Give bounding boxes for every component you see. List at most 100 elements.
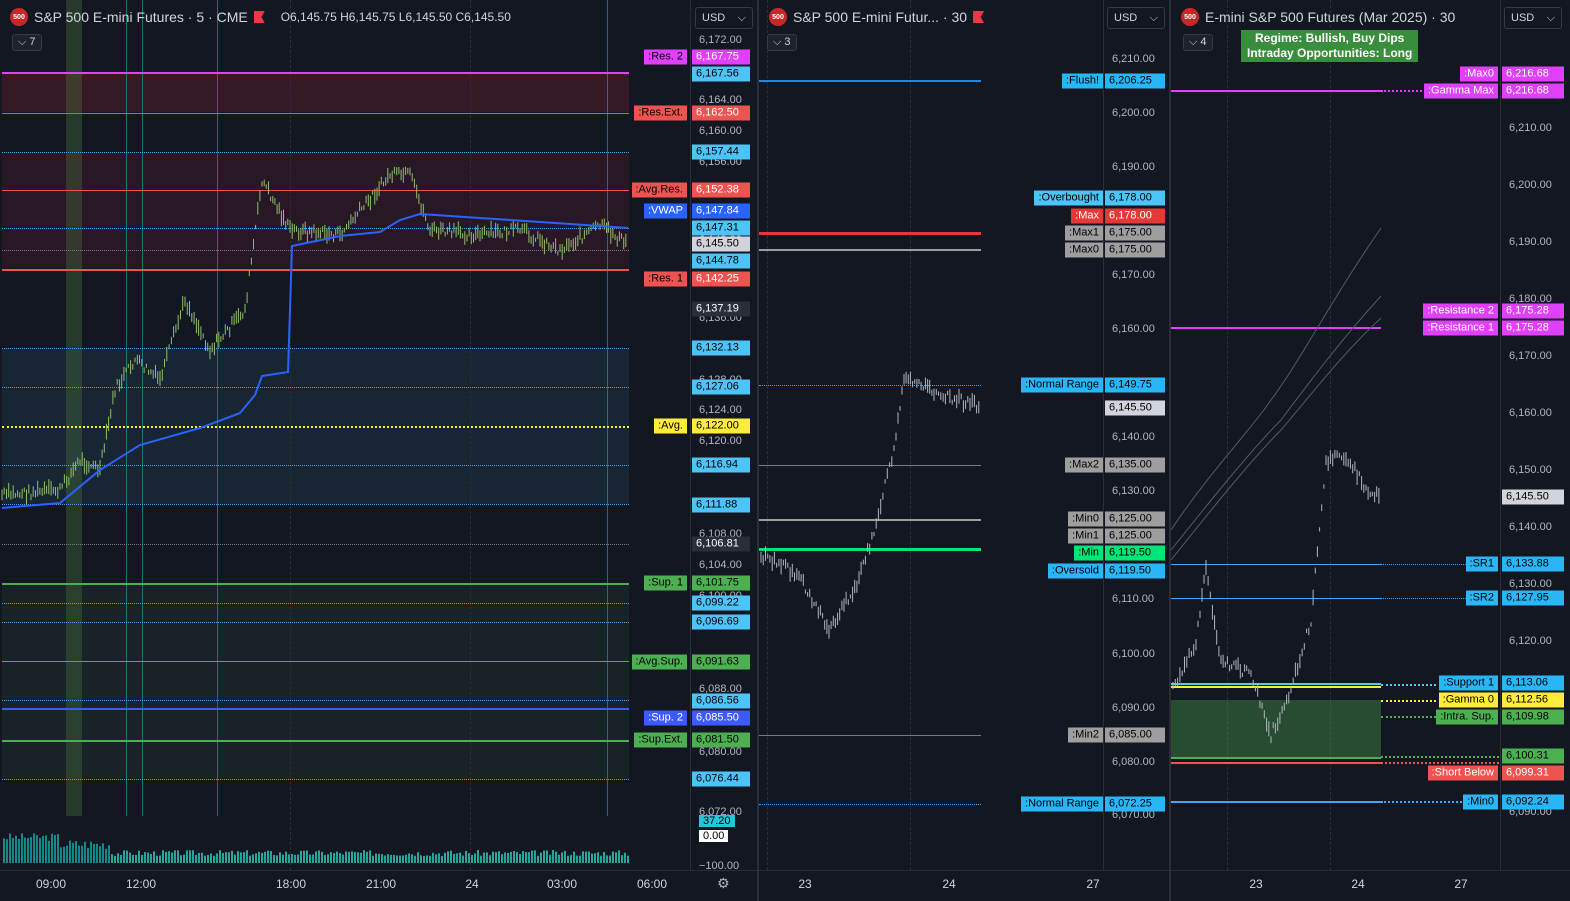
histogram-bar xyxy=(120,854,122,863)
histogram-bar xyxy=(408,853,410,863)
sp500-logo-icon: 500 xyxy=(769,8,787,26)
histogram-bar xyxy=(321,851,323,863)
level-value-tag: 6,167.75 xyxy=(692,49,750,65)
flag-icon[interactable] xyxy=(253,11,265,23)
level-name-tag: :Intra. Sup. xyxy=(1436,709,1498,725)
intra-sup-ext xyxy=(1381,716,1436,718)
histogram-bar xyxy=(303,850,305,863)
session-highlight xyxy=(66,0,82,816)
histogram-bar xyxy=(531,850,533,863)
currency-select[interactable]: USD ⌵ xyxy=(695,7,753,29)
opportunities-text: Intraday Opportunities: Long xyxy=(1247,46,1413,60)
level-value-tag: 6,086.56 xyxy=(692,693,750,709)
histogram-bar xyxy=(255,853,257,863)
time-axis-pane2[interactable] xyxy=(759,870,1169,901)
histogram-bar xyxy=(279,852,281,863)
histogram-bar xyxy=(228,852,230,863)
histogram-bar xyxy=(282,854,284,863)
level-value-tag: 6,099.22 xyxy=(692,595,750,611)
histogram-bar xyxy=(219,850,221,863)
level-value-tag: 6,162.50 xyxy=(692,105,750,121)
support1-line xyxy=(1171,683,1381,685)
histogram-bar xyxy=(345,851,347,863)
level-name-tag: :Res. 2 xyxy=(644,49,687,65)
currency-select[interactable]: USD ⌵ xyxy=(1107,7,1165,29)
histogram-bar xyxy=(285,851,287,863)
histogram-bar xyxy=(300,850,302,863)
level-value-tag: 6,096.69 xyxy=(692,614,750,630)
histogram-bar xyxy=(372,855,374,863)
histogram-bar xyxy=(33,833,35,863)
level-name-tag: :Min1 xyxy=(1068,528,1103,544)
histogram-bar xyxy=(24,837,26,863)
histogram-bar xyxy=(318,850,320,863)
level-value-tag: 6,142.25 xyxy=(692,271,750,287)
level-name-tag: :SR2 xyxy=(1465,590,1498,606)
histogram-bar xyxy=(579,855,581,863)
histogram-bar xyxy=(453,853,455,863)
time-axis-pane3[interactable] xyxy=(1171,870,1570,901)
regime-text: Regime: Bullish, Buy Dips xyxy=(1254,31,1405,45)
time-axis-label: 24 xyxy=(465,877,479,891)
histogram-bar xyxy=(390,854,392,863)
currency-select[interactable]: USD ⌵ xyxy=(1504,7,1562,29)
resistance-zone-band-2 xyxy=(2,152,629,268)
res1-line xyxy=(2,269,629,271)
histogram-bar xyxy=(555,851,557,863)
histogram-bar xyxy=(144,852,146,863)
histogram-bar xyxy=(69,840,71,863)
histogram-bar xyxy=(195,855,197,863)
chart-title[interactable]: S&P 500 E-mini Futur... · 30 xyxy=(793,9,968,25)
histogram-bar xyxy=(534,850,536,863)
session-line xyxy=(607,0,608,816)
histogram-bar xyxy=(492,851,494,863)
histogram-bar xyxy=(375,853,377,863)
histogram-bar xyxy=(405,854,407,863)
level-line xyxy=(2,504,629,505)
sp500-logo-icon: 500 xyxy=(10,8,28,26)
histogram-bar xyxy=(273,855,275,863)
pane-divider[interactable] xyxy=(1169,0,1171,901)
histogram-bar xyxy=(543,850,545,863)
level-value-tag: 6,085.50 xyxy=(692,710,750,726)
collapse-indicators-button[interactable]: ⌵ 3 xyxy=(767,34,797,51)
histogram-bar xyxy=(597,852,599,863)
chart-pane-1[interactable]: USD ⌵ 6,172.00 6,164.00 6,160.00 6,156.00 6,1… xyxy=(0,0,757,901)
time-axis-pane1[interactable] xyxy=(0,870,757,901)
price-tick-label: 6,164.00 xyxy=(699,94,742,106)
level-value-tag: 6,119.50 xyxy=(1105,563,1165,579)
collapse-indicators-button[interactable]: ⌵ 4 xyxy=(1183,34,1213,51)
histogram-bar xyxy=(417,852,419,863)
histogram-bar xyxy=(201,852,203,863)
sup1-line xyxy=(2,583,629,585)
settings-gear-icon[interactable]: ⚙ xyxy=(717,875,730,891)
res2-line xyxy=(2,72,629,74)
pane-divider[interactable] xyxy=(757,0,759,901)
level-line xyxy=(2,603,629,604)
price-axis-pane3[interactable]: USD ⌵ 6,210.00 6,200.00 6,190.00 6,180.00 6,1… xyxy=(1500,0,1570,870)
level-line xyxy=(2,544,629,545)
price-tick-label: 6,080.00 xyxy=(1112,756,1155,768)
histogram-bar xyxy=(558,854,560,863)
flag-icon[interactable] xyxy=(973,11,985,23)
histogram-bar xyxy=(336,851,338,863)
histogram-bar xyxy=(222,853,224,863)
histogram-bar xyxy=(183,854,185,863)
chart-pane-3[interactable]: Regime: Bullish, Buy Dips Intraday Oppor… xyxy=(1171,0,1570,901)
histogram-bar xyxy=(129,852,131,863)
chart-title[interactable]: E-mini S&P 500 Futures (Mar 2025) · 30 xyxy=(1205,9,1456,25)
sr1-ext xyxy=(1381,564,1466,565)
chart-pane-2[interactable]: USD ⌵ 6,210.00 6,200.00 6,190.00 6,170.00 6,1… xyxy=(759,0,1169,901)
level-value-tag: 6,081.50 xyxy=(692,732,750,748)
price-axis-pane2[interactable]: USD ⌵ 6,210.00 6,200.00 6,190.00 6,170.00 6,1… xyxy=(1103,0,1169,870)
histogram-bar xyxy=(81,845,83,863)
level-value-tag: 6,132.13 xyxy=(692,340,750,356)
histogram-bar xyxy=(177,850,179,863)
level-value-tag: 6,152.38 xyxy=(692,182,750,198)
level-value-tag: 6,111.88 xyxy=(692,497,750,513)
histogram-bar xyxy=(522,851,524,863)
level-name-tag: :Gamma 0 xyxy=(1438,692,1498,708)
histogram-bar xyxy=(54,835,56,863)
collapse-indicators-button[interactable]: ⌵ 7 xyxy=(12,34,42,51)
chart-title[interactable]: S&P 500 E-mini Futures · 5 · CME xyxy=(34,9,248,25)
